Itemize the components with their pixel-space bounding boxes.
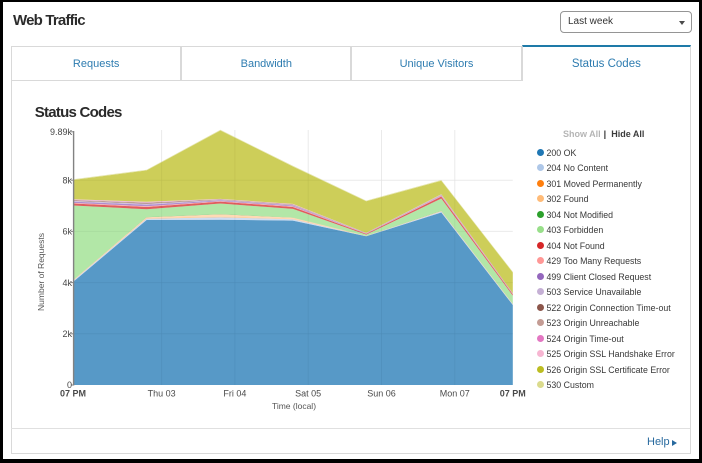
- svg-text:0: 0: [67, 380, 72, 390]
- svg-text:Thu 03: Thu 03: [148, 389, 176, 399]
- svg-text:Sun 06: Sun 06: [367, 389, 396, 399]
- svg-text:4k: 4k: [62, 278, 72, 288]
- svg-text:07 PM: 07 PM: [500, 389, 526, 399]
- svg-text:Fri 04: Fri 04: [223, 389, 246, 399]
- svg-text:8k: 8k: [62, 175, 72, 185]
- svg-text:07 PM: 07 PM: [60, 389, 86, 399]
- svg-text:Sat 05: Sat 05: [295, 389, 321, 399]
- svg-text:Mon 07: Mon 07: [440, 389, 470, 399]
- svg-text:6k: 6k: [62, 227, 72, 237]
- svg-text:9.89k: 9.89k: [50, 127, 73, 137]
- svg-text:2k: 2k: [62, 329, 72, 339]
